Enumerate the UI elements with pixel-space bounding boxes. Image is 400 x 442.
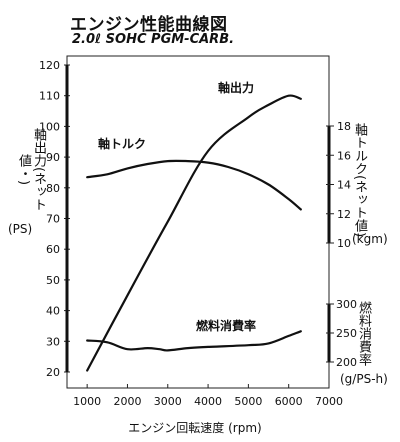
chart-title: エンジン性能曲線図 xyxy=(70,15,228,35)
power-axis-unit: (PS) xyxy=(8,222,33,236)
fuel-axis-label: 燃料消費率 xyxy=(356,300,371,366)
power-axis-ticks: 20 30 40 50 60 70 80 90 100 110 120 xyxy=(39,59,70,379)
power-tick-label-90: 90 xyxy=(46,151,60,164)
torque-axis-label: 軸トルク(ネット値) xyxy=(352,122,367,238)
power-curve-label: 軸出力 xyxy=(218,80,254,95)
power-axis-label: 軸出力(ネット値・) xyxy=(16,128,46,212)
fuel-tick-label-200: 200 xyxy=(336,356,357,369)
fuel-axis-ticks: 200 250 300 xyxy=(326,298,357,369)
power-tick-label-60: 60 xyxy=(46,243,60,256)
torque-tick-label-10: 10 xyxy=(337,237,351,250)
fuel-tick-label-250: 250 xyxy=(336,327,357,340)
power-tick-label-30: 30 xyxy=(46,335,60,348)
power-tick-label-40: 40 xyxy=(46,305,60,318)
fuel-consumption-curve xyxy=(86,330,302,352)
series-group xyxy=(86,94,302,372)
torque-tick-label-14: 14 xyxy=(337,179,351,192)
x-tick-label-4000: 4000 xyxy=(194,395,222,408)
power-tick-label-70: 70 xyxy=(46,213,60,226)
torque-tick-label-18: 18 xyxy=(337,120,351,133)
x-tick-label-5000: 5000 xyxy=(234,395,262,408)
plot-frame xyxy=(66,55,330,389)
chart-subtitle: 2.0ℓ SOHC PGM-CARB. xyxy=(72,32,235,47)
torque-tick-label-16: 16 xyxy=(337,149,351,162)
power-tick-label-110: 110 xyxy=(39,90,60,103)
x-axis-label: エンジン回転速度 (rpm) xyxy=(128,420,261,435)
fuel-tick-label-300: 300 xyxy=(336,298,357,311)
x-tick-label-6000: 6000 xyxy=(275,395,303,408)
torque-axis-unit: (kgm) xyxy=(352,232,388,246)
power-tick-label-80: 80 xyxy=(46,182,60,195)
power-tick-label-120: 120 xyxy=(39,59,60,72)
torque-curve xyxy=(86,159,302,211)
fuel-consumption-curve-label: 燃料消費率 xyxy=(196,318,256,333)
x-tick-label-1000: 1000 xyxy=(73,395,101,408)
power-tick-label-50: 50 xyxy=(46,274,60,287)
fuel-axis-unit: (g/PS-h) xyxy=(340,372,388,386)
x-axis-ticks: 1000 2000 3000 4000 5000 6000 7000 xyxy=(73,384,343,408)
power-curve xyxy=(86,94,302,372)
x-tick-label-3000: 3000 xyxy=(154,395,182,408)
power-tick-label-20: 20 xyxy=(46,366,60,379)
x-tick-label-7000: 7000 xyxy=(315,395,343,408)
power-tick-label-100: 100 xyxy=(39,120,60,133)
x-tick-label-2000: 2000 xyxy=(113,395,141,408)
torque-curve-label: 軸トルク xyxy=(98,136,146,151)
torque-axis-ticks: 10 12 14 16 18 xyxy=(326,120,351,250)
torque-tick-label-12: 12 xyxy=(337,208,351,221)
